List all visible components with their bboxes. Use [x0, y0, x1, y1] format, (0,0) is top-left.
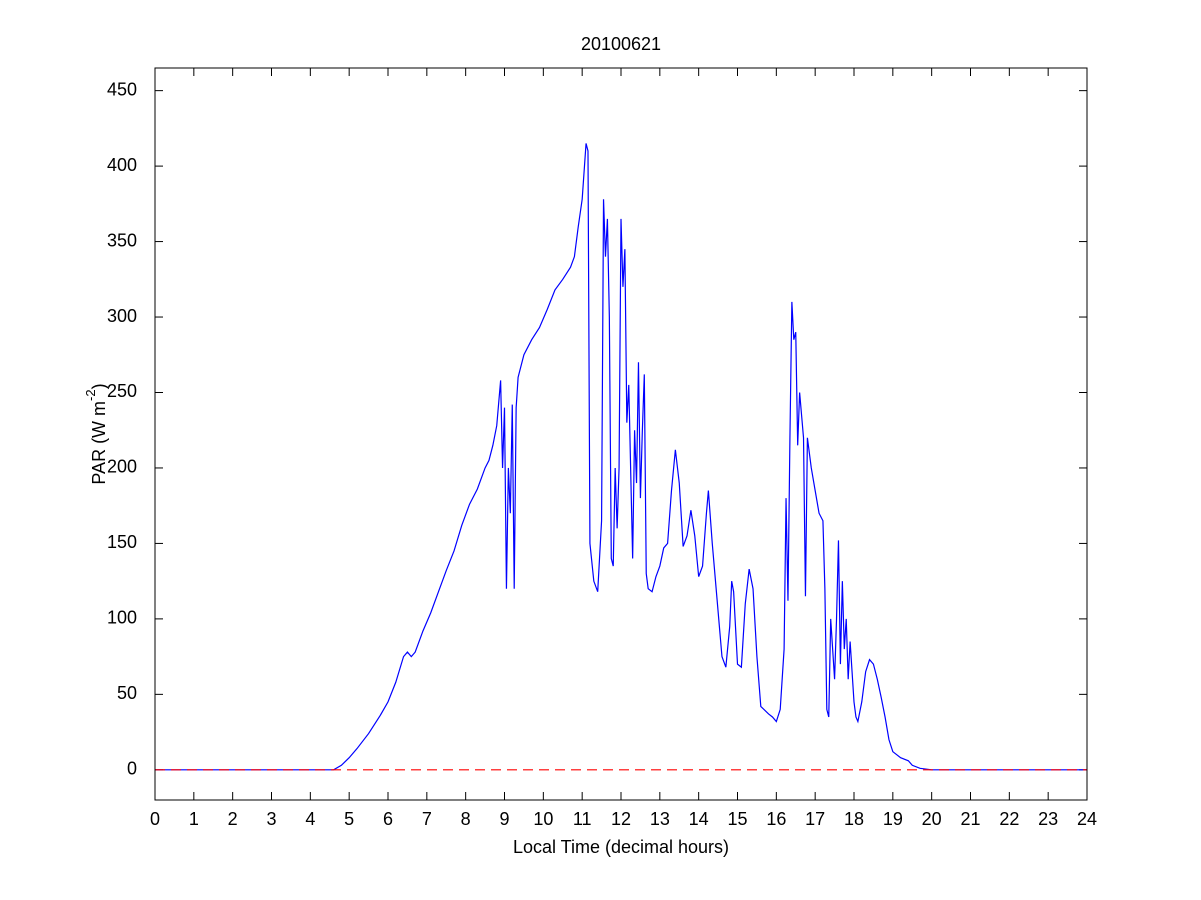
x-tick-label: 16	[766, 809, 786, 829]
x-tick-label: 11	[573, 809, 592, 829]
y-tick-label: 350	[107, 230, 137, 250]
x-tick-label: 15	[727, 809, 747, 829]
y-label-main: PAR (W m	[89, 401, 109, 485]
x-tick-label: 9	[499, 809, 509, 829]
x-tick-label: 4	[305, 809, 315, 829]
x-tick-label: 13	[650, 809, 670, 829]
chart-title: 20100621	[581, 34, 661, 54]
y-tick-label: 0	[127, 759, 137, 779]
x-tick-label: 5	[344, 809, 354, 829]
x-axis-label: Local Time (decimal hours)	[513, 837, 729, 857]
y-tick-label: 300	[107, 306, 137, 326]
x-tick-label: 17	[805, 809, 825, 829]
x-tick-label: 22	[999, 809, 1019, 829]
y-tick-label: 100	[107, 608, 137, 628]
y-tick-label: 250	[107, 381, 137, 401]
y-tick-label: 150	[107, 532, 137, 552]
x-tick-label: 3	[266, 809, 276, 829]
x-tick-label: 0	[150, 809, 160, 829]
x-tick-label: 21	[960, 809, 980, 829]
y-label-sup: -2	[83, 389, 98, 401]
y-axis-label: PAR (W m-2)	[83, 383, 108, 484]
x-tick-label: 20	[922, 809, 942, 829]
x-tick-label: 14	[689, 809, 709, 829]
data-line	[155, 143, 1087, 771]
x-tick-label: 7	[422, 809, 432, 829]
x-tick-label: 18	[844, 809, 864, 829]
y-label-close: )	[89, 383, 109, 389]
x-tick-label: 24	[1077, 809, 1097, 829]
x-tick-label: 1	[189, 809, 199, 829]
x-tick-label: 10	[533, 809, 553, 829]
y-tick-label: 450	[107, 79, 137, 99]
x-tick-label: 23	[1038, 809, 1058, 829]
x-tick-label: 8	[461, 809, 471, 829]
plot-frame	[154, 67, 1088, 801]
x-tick-label: 6	[383, 809, 393, 829]
y-tick-label: 400	[107, 155, 137, 175]
y-tick-label: 50	[117, 683, 137, 703]
x-tick-label: 2	[228, 809, 238, 829]
y-tick-label: 200	[107, 457, 137, 477]
x-tick-label: 19	[883, 809, 903, 829]
x-tick-label: 12	[611, 809, 631, 829]
